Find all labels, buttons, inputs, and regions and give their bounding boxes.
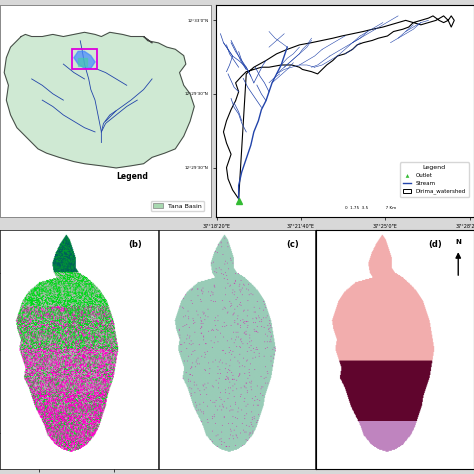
Text: (c): (c) bbox=[286, 240, 299, 249]
Polygon shape bbox=[74, 51, 95, 68]
Text: (b): (b) bbox=[128, 240, 142, 249]
Polygon shape bbox=[4, 32, 194, 168]
Bar bbox=[72, 49, 97, 69]
Legend: Outlet, Stream, Dirima_watershed: Outlet, Stream, Dirima_watershed bbox=[400, 163, 469, 197]
Polygon shape bbox=[78, 58, 87, 66]
Polygon shape bbox=[223, 16, 454, 199]
Text: 0  1.75  3.5              7 Km: 0 1.75 3.5 7 Km bbox=[345, 206, 396, 210]
Text: Legend: Legend bbox=[116, 172, 148, 181]
Text: (d): (d) bbox=[428, 240, 442, 249]
Text: N: N bbox=[456, 238, 461, 245]
Legend: Tana Basin: Tana Basin bbox=[151, 201, 204, 211]
